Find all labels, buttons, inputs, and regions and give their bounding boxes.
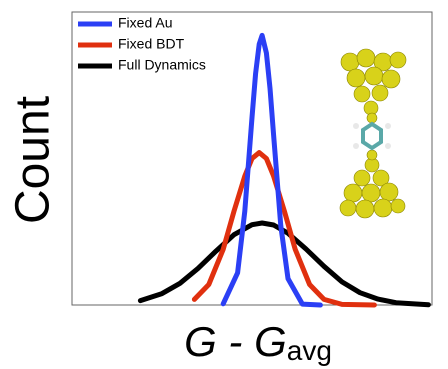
- legend-label: Full Dynamics: [118, 57, 206, 73]
- legend-label: Fixed BDT: [118, 36, 185, 52]
- series-line: [137, 220, 431, 308]
- plot-frame: [71, 11, 433, 306]
- x-axis-label: G - Gavg: [184, 318, 332, 366]
- series-line: [191, 150, 377, 308]
- x-axis-label-main: G - G: [184, 318, 287, 365]
- x-axis-label-subscript: avg: [287, 335, 332, 366]
- molecule-inset: [339, 48, 407, 219]
- series-line: [220, 32, 323, 308]
- legend-label: Fixed Au: [118, 15, 172, 31]
- y-axis-label: Count: [7, 96, 60, 224]
